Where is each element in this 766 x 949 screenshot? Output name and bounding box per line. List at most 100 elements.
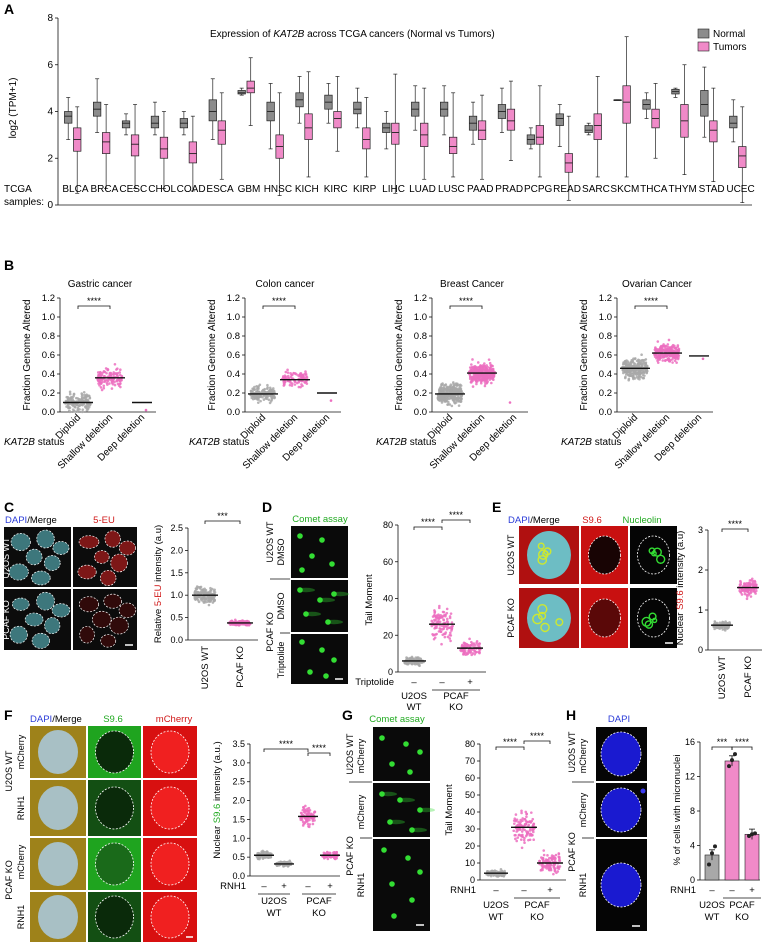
- chart-e-ko-point: [755, 589, 758, 593]
- chart-b-0-diploid-point: [86, 398, 90, 402]
- chart-b-1-diploid-point: [257, 386, 260, 390]
- chart-d-ko-point: [433, 611, 436, 615]
- chart-a-box-normal: [729, 115, 738, 129]
- legend-label-normal: Normal: [713, 29, 745, 40]
- chart-b-0-shallow-point: [100, 380, 104, 384]
- chart-g-y-tick-label: 50: [465, 790, 475, 800]
- e-images: [519, 526, 677, 648]
- chart-g-ko-rnh1-point: [556, 870, 560, 873]
- chart-c-wt-point: [208, 596, 212, 600]
- chart-g-wt-point: [486, 870, 490, 874]
- chart-a-box-normal: [555, 113, 564, 126]
- chart-b-2-shallow-point: [476, 361, 480, 364]
- chart-b-3-diploid-point: [637, 359, 640, 363]
- chart-b-1-diploid-point: [264, 396, 268, 400]
- chart-a-box-normal: [150, 115, 160, 129]
- chart-g-ko-rnh1-point: [558, 857, 561, 861]
- chart-b-2-shallow-point: [471, 385, 475, 388]
- chart-a-x-tick-label: THYM: [669, 184, 697, 195]
- c-row-label-ko: PCAF KO: [1, 600, 11, 640]
- chart-b-3-diploid-point: [632, 372, 636, 376]
- chart-g-ko-rnh1-point: [542, 849, 546, 852]
- chart-b-3-diploid-point: [624, 373, 628, 376]
- chart-a-box-tumors: [102, 132, 111, 154]
- chart-c: 0.0 0.5 1.0 1.5 2.0 2.5 *** U2OS WT PCAF KO: [170, 511, 258, 689]
- chart-e-ko-point: [741, 588, 744, 592]
- chart-g-treatment-label: RNH1: [450, 885, 476, 896]
- chart-b-3-diploid-point: [630, 360, 634, 364]
- chart-a-x-tick-label: UCEC: [726, 184, 754, 195]
- e-nucleolus: [641, 616, 652, 627]
- chart-b-3-diploid-point: [627, 370, 631, 373]
- chart-c-y-tick-label: 2.0: [170, 545, 183, 555]
- chart-b-2-y-tick-label: 0.2: [414, 388, 427, 399]
- chart-b-1-shallow-point: [300, 379, 304, 383]
- chart-d-wt-point: [410, 662, 414, 666]
- chart-d-treatment-sign: –: [411, 677, 417, 688]
- chart-g-treatment-sign: –: [493, 885, 499, 896]
- chart-h-point: [730, 758, 734, 763]
- chart-a-box-tumors: [159, 136, 169, 159]
- chart-b-0-y-tick-label: 0.6: [42, 350, 55, 361]
- e-nucleus-outline: [588, 598, 621, 638]
- chart-a-box-tumors: [535, 125, 544, 145]
- chart-b-2-diploid-point: [444, 400, 448, 403]
- chart-b-2-diploid-point: [460, 397, 463, 400]
- f-nucleus-outline: [95, 786, 134, 830]
- chart-g-ko-point: [532, 823, 535, 827]
- chart-a-x-tick-label: PAAD: [467, 184, 494, 195]
- chart-d-treatment-sign: –: [439, 677, 445, 688]
- d-comet-head: [303, 611, 309, 617]
- c-nucleus: [100, 569, 117, 587]
- e-nucleus-outline: [637, 535, 670, 575]
- chart-b-2-diploid-point: [442, 386, 445, 389]
- chart-b-1-status-label: KAT2B status: [189, 437, 249, 448]
- chart-c-y-tick-label: 2.5: [170, 523, 183, 533]
- d-comet-head: [331, 657, 337, 663]
- chart-b-3-shallow-point: [666, 343, 670, 346]
- chart-f-group-label: KO: [312, 908, 326, 919]
- chart-d-y-tick-label: 80: [383, 520, 393, 530]
- chart-b-2-diploid-point: [454, 382, 458, 385]
- chart-g-ko-point: [520, 809, 523, 813]
- chart-b-1-diploid-point: [256, 401, 260, 404]
- chart-b-0-diploid-point: [80, 403, 83, 406]
- chart-a-legend: Normal Tumors: [697, 28, 747, 53]
- chart-b-2-diploid-point: [447, 388, 450, 392]
- chart-b-3-diploid-point: [641, 373, 645, 377]
- chart-b-2-deep-point: [508, 401, 512, 404]
- chart-b-1-diploid-point: [256, 391, 260, 394]
- chart-b-0-diploid-point: [67, 397, 70, 400]
- chart-b-0-diploid-point: [84, 394, 88, 398]
- chart-b-1-diploid-point: [252, 395, 255, 399]
- chart-a-xlabels: BLCA BRCA CESC CHOL COAD ESCA GBM HNSC KICH KIRC K…: [62, 184, 754, 195]
- chart-b-2-diploid-point: [446, 403, 449, 406]
- chart-b-2-diploid-point: [442, 391, 445, 394]
- chart-b-2-shallow-point: [482, 369, 485, 372]
- f-nucleus: [38, 895, 78, 939]
- chart-c-wt-point: [202, 595, 206, 598]
- chart-b-1-shallow-point: [288, 383, 292, 387]
- chart-g-sig-label: ****: [530, 731, 545, 741]
- chart-d-wt-point: [420, 661, 423, 664]
- chart-h-sig-label: ****: [735, 737, 750, 747]
- chart-a-y-tick-label: 4: [47, 107, 53, 118]
- chart-f-sig-bracket: [263, 748, 309, 752]
- chart-b-0-x-tick-label: Shallow deletion: [56, 412, 115, 471]
- chart-f-treatment-sign: +: [281, 881, 287, 892]
- chart-b-1-shallow-point: [290, 373, 294, 377]
- chart-a-box-tumors: [304, 113, 313, 140]
- chart-f-group-2-point: [306, 820, 309, 823]
- chart-b-3-diploid-point: [640, 371, 644, 374]
- chart-c-sig-bracket: [204, 520, 241, 524]
- chart-a-x-tick-label: CHOL: [148, 184, 176, 195]
- chart-f-group-2-point: [308, 823, 312, 826]
- chart-d-sig-bracket: [413, 526, 443, 530]
- chart-f-treatment-sign: –: [305, 881, 311, 892]
- chart-f-y-tick-label: 2.0: [232, 796, 245, 806]
- g-comet-head: [379, 791, 385, 797]
- chart-b-2-y-tick-label: 0.0: [414, 407, 427, 418]
- chart-g-ko-point: [520, 834, 524, 837]
- chart-d-ko-point: [449, 612, 453, 615]
- chart-f-group-0-point: [261, 857, 265, 860]
